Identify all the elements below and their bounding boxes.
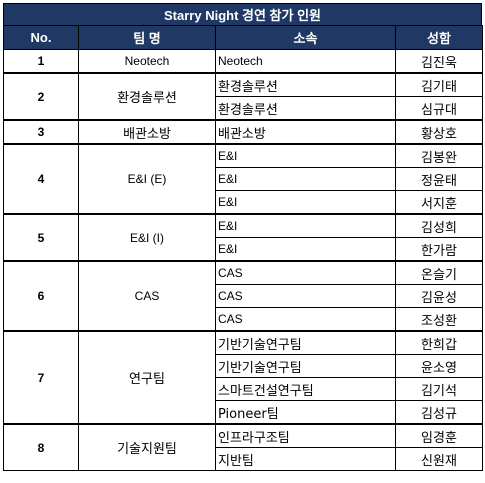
group-number: 2 [3, 72, 79, 121]
group-number: 4 [3, 143, 79, 215]
member-name: 서지훈 [395, 190, 483, 215]
member-name: 김성희 [395, 213, 483, 238]
member-affiliation: E&I [215, 190, 396, 215]
table-row: 스마트건설연구팀 김기석 [4, 377, 483, 401]
member-affiliation: CAS [215, 260, 396, 285]
member-affiliation: E&I [215, 143, 396, 168]
team-name: 연구팀 [78, 330, 216, 425]
table-row: E&I 한가람 [4, 237, 483, 262]
member-affiliation: CAS [215, 284, 396, 308]
member-name: 한가람 [395, 237, 483, 262]
member-affiliation: 인프라구조팀 [215, 423, 396, 448]
group-number: 1 [3, 49, 79, 74]
member-affiliation: 스마트건설연구팀 [215, 377, 396, 401]
member-name: 조성환 [395, 307, 483, 332]
group-number: 6 [3, 260, 79, 332]
member-name: 임경훈 [395, 423, 483, 448]
header-name: 성함 [395, 25, 483, 50]
member-affiliation: CAS [215, 307, 396, 332]
member-name: 한희갑 [395, 330, 483, 355]
participants-table: No. 팀 명 소속 성함 1 Neotech Neotech 김진욱 2 환경솔루션 환경… [3, 25, 483, 471]
table-row: 2 환경솔루션 환경솔루션 김기태 [3, 72, 483, 121]
table-row: 기반기술연구팀 윤소영 [4, 354, 483, 378]
table-row: 환경솔루션 심규대 [4, 96, 483, 121]
member-name: 김진욱 [395, 49, 483, 74]
member-name: 황상호 [395, 119, 483, 145]
table-row: CAS 조성환 [4, 307, 483, 332]
group-number: 8 [3, 423, 79, 471]
member-affiliation: Pioneer팀 [215, 400, 396, 425]
member-affiliation: 배관소방 [215, 119, 396, 145]
header-row: No. 팀 명 소속 성함 [3, 25, 483, 50]
member-affiliation: E&I [215, 213, 396, 238]
table-row: 7 연구팀 기반기술연구팀 한희갑 [3, 330, 483, 425]
team-name: CAS [78, 260, 216, 332]
header-no: No. [3, 25, 79, 50]
member-name: 김기석 [395, 377, 483, 401]
sheet-title: Starry Night 경연 참가 인원 [3, 3, 482, 25]
table-body: 1 Neotech Neotech 김진욱 2 환경솔루션 환경솔루션 김기태 환경솔루션 심규대… [3, 49, 483, 471]
member-name: 신원재 [395, 447, 483, 471]
member-affiliation: 기반기술연구팀 [215, 330, 396, 355]
table-row: Pioneer팀 김성규 [4, 400, 483, 425]
table-row: 4 E&I (E) E&I 김봉완 [3, 143, 483, 215]
member-affiliation: 지반팀 [215, 447, 396, 471]
table-row: 1 Neotech Neotech 김진욱 [3, 49, 483, 74]
member-affiliation: E&I [215, 167, 396, 191]
group-number: 3 [3, 119, 79, 145]
table-row: 지반팀 신원재 [4, 447, 483, 471]
table-row: CAS 김윤성 [4, 284, 483, 308]
member-affiliation: 기반기술연구팀 [215, 354, 396, 378]
header-org: 소속 [215, 25, 396, 50]
team-name: Neotech [78, 49, 216, 74]
table-row: 8 기술지원팀 인프라구조팀 임경훈 [3, 423, 483, 471]
member-name: 김성규 [395, 400, 483, 425]
member-name: 윤소영 [395, 354, 483, 378]
table-row: 3 배관소방 배관소방 황상호 [3, 119, 483, 145]
table-row: 5 E&I (I) E&I 김성희 [3, 213, 483, 262]
member-name: 김봉완 [395, 143, 483, 168]
member-name: 김기태 [395, 72, 483, 97]
member-name: 정윤태 [395, 167, 483, 191]
table-row: 6 CAS CAS 온슬기 [3, 260, 483, 332]
member-affiliation: 환경솔루션 [215, 72, 396, 97]
team-name: 환경솔루션 [78, 72, 216, 121]
table-row: E&I 서지훈 [4, 190, 483, 215]
member-affiliation: E&I [215, 237, 396, 262]
team-name: 기술지원팀 [78, 423, 216, 471]
team-name: E&I (E) [78, 143, 216, 215]
member-affiliation: Neotech [215, 49, 396, 74]
table-row: E&I 정윤태 [4, 167, 483, 191]
participants-sheet: Starry Night 경연 참가 인원 No. 팀 명 소속 성함 1 Neo… [3, 3, 483, 471]
group-number: 5 [3, 213, 79, 262]
member-name: 심규대 [395, 96, 483, 121]
team-name: 배관소방 [78, 119, 216, 145]
member-name: 온슬기 [395, 260, 483, 285]
team-name: E&I (I) [78, 213, 216, 262]
member-name: 김윤성 [395, 284, 483, 308]
group-number: 7 [3, 330, 79, 425]
header-team: 팀 명 [78, 25, 216, 50]
member-affiliation: 환경솔루션 [215, 96, 396, 121]
